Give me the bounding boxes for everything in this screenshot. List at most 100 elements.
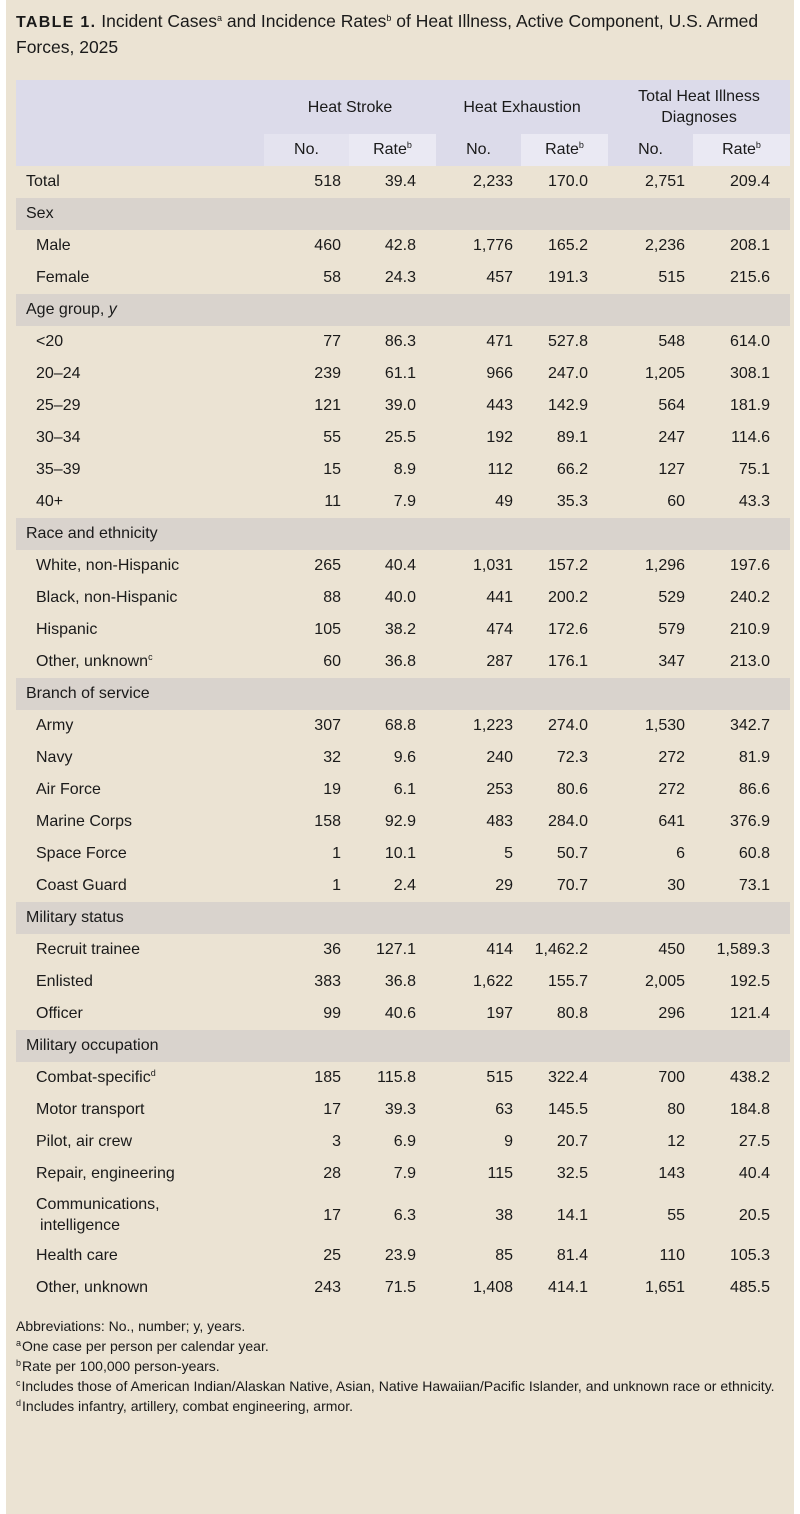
table-row: Repair, engineering 28 7.9 115 32.5 143 40.4 [16,1158,790,1190]
row-label-text: 25–29 [36,397,81,414]
header-row-groups: Heat Stroke Heat Exhaustion Total Heat I… [16,80,791,134]
cell-heat-stroke-rate: 61.1 [384,365,417,382]
cell-total-no: 641 [658,813,686,830]
cell-heat-exhaustion-no: 1,776 [472,237,514,254]
row-label-text: Health care [36,1247,118,1264]
table-row: Black, non-Hispanic 88 40.0 441 200.2 529 240.… [16,582,790,614]
header-no: No. [264,134,349,166]
row-label-text: 30–34 [36,429,81,446]
cell-heat-exhaustion-rate: 20.7 [556,1133,589,1150]
cell-total-rate: 20.5 [738,1206,771,1224]
section-label-text: Race and ethnicity [26,525,158,542]
cell-total-no: 700 [658,1069,686,1086]
header-rate-sup: b [755,139,761,150]
table-row: Space Force 1 10.1 5 50.7 6 60.8 [16,838,790,870]
cell-total-no: 296 [658,1005,686,1022]
cell-total-no: 30 [667,877,686,894]
header-no-label: No. [294,140,319,158]
header-heat-exhaustion: Heat Exhaustion [436,80,609,134]
cell-heat-exhaustion-no: 85 [495,1247,514,1264]
section-header-row: Race and ethnicity [16,518,791,550]
row-label: Army [16,710,264,742]
cell-total-rate: 485.5 [729,1279,771,1296]
cell-heat-stroke-rate: 7.9 [393,493,417,510]
cell-heat-exhaustion-rate: 80.8 [556,1005,589,1022]
cell-total-rate: 210.9 [729,621,771,638]
table-row: Enlisted 383 36.8 1,622 155.7 2,005 192.5 [16,966,790,998]
table-row: Communications, intelligence 17 6.3 38 14.1 55… [16,1190,790,1240]
cell-heat-stroke-rate: 71.5 [384,1279,417,1296]
cell-heat-exhaustion-rate: 70.7 [556,877,589,894]
row-label: <20 [16,326,264,358]
cell-total-no: 2,005 [644,973,686,990]
row-label: White, non-Hispanic [16,550,264,582]
cell-heat-exhaustion-rate: 172.6 [547,621,589,638]
table-row: Recruit trainee 36 127.1 414 1,462.2 450 1,589… [16,934,790,966]
table-row: 40+ 11 7.9 49 35.3 60 43.3 [16,486,790,518]
row-label-text: Male [36,237,71,254]
header-rate-label: Rate [373,140,407,158]
cell-heat-exhaustion-no: 1,223 [472,717,514,734]
cell-heat-stroke-no: 460 [314,237,341,254]
cell-heat-stroke-rate: 6.1 [393,781,417,798]
row-label: Hispanic [16,614,264,646]
row-label-text: Total [26,173,60,190]
cell-total-rate: 215.6 [729,269,771,286]
footnote-mark: a [16,1338,22,1348]
cell-total-no: 80 [667,1101,686,1118]
row-label: Total [16,166,264,198]
section-header-row: Sex [16,198,791,230]
row-label: 35–39 [16,454,264,486]
row-label: Repair, engineering [16,1158,264,1190]
cell-total-no: 529 [658,589,686,606]
cell-heat-exhaustion-no: 515 [486,1069,514,1086]
header-rate-label: Rate [722,140,756,158]
row-label: Female [16,262,264,294]
cell-heat-exhaustion-no: 38 [495,1206,514,1224]
cell-heat-exhaustion-no: 63 [495,1101,514,1118]
row-label-text: Enlisted [36,973,93,990]
table-row: Marine Corps 158 92.9 483 284.0 641 376.9 [16,806,790,838]
cell-total-no: 515 [658,269,686,286]
cell-total-no: 110 [659,1247,686,1264]
row-label-text: Communications, [36,1196,160,1213]
cell-total-no: 143 [658,1165,686,1182]
cell-heat-exhaustion-no: 287 [486,653,514,670]
table-row: White, non-Hispanic 265 40.4 1,031 157.2 1,29… [16,550,790,582]
cell-heat-exhaustion-rate: 14.1 [556,1206,589,1224]
row-label: Pilot, air crew [16,1126,264,1158]
cell-heat-stroke-no: 105 [314,621,341,638]
cell-heat-stroke-rate: 2.4 [393,877,417,894]
section-header-row: Age group, y [16,294,791,326]
row-label-text: Repair, engineering [36,1165,175,1182]
table-row: Navy 32 9.6 240 72.3 272 81.9 [16,742,790,774]
cell-heat-exhaustion-no: 483 [486,813,514,830]
header-no: No. [436,134,522,166]
cell-heat-exhaustion-no: 2,233 [472,173,514,190]
title-footnote-a: a [216,13,222,23]
section-header-row: Military occupation [16,1030,791,1062]
row-label-text: <20 [36,333,64,350]
cell-heat-stroke-no: 77 [323,333,341,350]
table-body: Total 518 39.4 2,233 170.0 2,751 209.4 Sex Male 4… [16,166,791,1304]
row-label-text: Other, unknown [36,1279,149,1296]
header-total-heat-illness: Total Heat Illness Diagnoses [608,80,791,134]
title-text-2: and Incidence Rates [222,11,387,31]
cell-heat-exhaustion-rate: 142.9 [547,397,589,414]
cell-total-rate: 308.1 [729,365,771,382]
cell-heat-stroke-no: 58 [323,269,341,286]
cell-heat-exhaustion-rate: 414.1 [547,1279,589,1296]
table-number: TABLE 1. [16,14,97,31]
table-row: Health care 25 23.9 85 81.4 110 105.3 [16,1240,790,1272]
cell-total-rate: 86.6 [738,781,771,798]
row-label: Coast Guard [16,870,264,902]
cell-total-rate: 60.8 [738,845,771,862]
cell-heat-stroke-rate: 127.1 [375,941,417,958]
cell-total-no: 2,751 [644,173,686,190]
cell-heat-exhaustion-rate: 176.1 [547,653,589,670]
cell-total-rate: 81.9 [738,749,771,766]
row-label-text: 35–39 [36,461,81,478]
cell-total-rate: 240.2 [729,589,771,606]
header-blank-2 [16,134,264,166]
row-label: Black, non-Hispanic [16,582,264,614]
